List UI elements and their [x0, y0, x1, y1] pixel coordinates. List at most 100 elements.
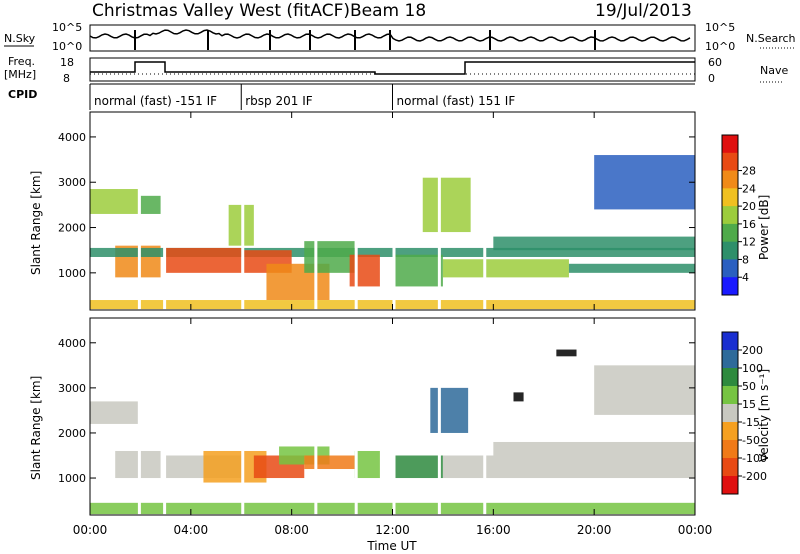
y-tick-label: 1000: [58, 267, 86, 280]
x-tick-label: 20:00: [577, 523, 612, 537]
power-ylabel: Slant Range [km]: [29, 171, 43, 275]
colorbar-swatch: [722, 404, 738, 423]
date-title: 19/Jul/2013: [595, 1, 692, 21]
colorbar-tick-label: -50: [742, 434, 760, 447]
colorbar-swatch: [722, 223, 738, 243]
beam-title: Beam 18: [350, 1, 426, 21]
cpid-segment-label: normal (fast) -151 IF: [94, 94, 217, 108]
heatmap-region: [304, 241, 355, 273]
heatmap-region: [594, 155, 695, 210]
freq-label: Freq.: [8, 55, 35, 68]
colorbar-swatch: [722, 277, 738, 296]
colorbar-frame: [721, 331, 739, 495]
heatmap-region: [493, 236, 695, 251]
heatmap-region: [392, 254, 443, 287]
heatmap-region: [594, 365, 695, 415]
freq-panel-frame: [89, 57, 696, 82]
colorbar-swatch: [722, 368, 738, 387]
data-gap: [137, 318, 141, 515]
data-gap: [354, 318, 358, 515]
colorbar-tick-label: 200: [742, 344, 763, 357]
data-gap: [483, 318, 487, 515]
x-tick-label: 00:00: [73, 523, 108, 537]
data-gap: [437, 112, 441, 310]
colorbar-tick-label: -15: [742, 416, 760, 429]
heatmap-region: [493, 441, 695, 456]
colorbar-swatch: [722, 386, 738, 405]
time-axis-ticks: 00:00 04:00 08:00 12:00 16:00 20:00 00:00: [73, 112, 713, 537]
velocity-yticks: 1000 2000 3000 4000: [58, 337, 695, 485]
data-gap: [354, 112, 358, 310]
data-gap: [314, 112, 318, 310]
heatmap-region: [349, 254, 380, 287]
colorbar-swatch: [722, 241, 738, 260]
nsearch-tick-top: 10^5: [705, 21, 735, 34]
data-gap: [163, 112, 167, 310]
colorbar-tick-label: 4: [742, 271, 749, 284]
colorbar-tick-label: 20: [742, 200, 756, 213]
cpid-label: CPID: [8, 88, 37, 101]
colorbar-tick-label: 100: [742, 362, 763, 375]
colorbar-swatch: [722, 332, 738, 351]
x-tick-label: 08:00: [274, 523, 309, 537]
freq-unit-label: [MHz]: [4, 68, 36, 81]
colorbar-tick-label: 50: [742, 380, 756, 393]
data-gap: [392, 318, 396, 515]
heatmap-region: [430, 387, 469, 433]
y-tick-label: 1000: [58, 472, 86, 485]
colorbar-tick-label: 28: [742, 165, 756, 178]
x-tick-label: 16:00: [476, 523, 511, 537]
colorbar-frame: [721, 134, 739, 296]
data-gap: [163, 318, 167, 515]
y-tick-label: 2000: [58, 222, 86, 235]
nave-tick-top: 60: [708, 56, 722, 69]
freq-line: [90, 61, 695, 75]
velocity-ylabel: Slant Range [km]: [29, 376, 43, 480]
colorbar-swatch: [722, 440, 738, 459]
velocity-colorbar-label: Velocity [m s⁻¹]: [757, 369, 771, 462]
nsky-tick-bottom: 10^0: [52, 40, 82, 53]
colorbar-swatch: [722, 135, 738, 154]
colorbar-tick-label: 15: [742, 398, 756, 411]
heatmap-region: [354, 450, 380, 479]
power-yticks: 1000 2000 3000 4000: [58, 131, 695, 280]
colorbar-swatch: [722, 170, 738, 189]
data-gap: [392, 112, 396, 310]
y-tick-label: 3000: [58, 176, 86, 189]
cpid-segment-label: normal (fast) 151 IF: [397, 94, 516, 108]
data-gap: [314, 318, 318, 515]
freq-tick-bottom: 8: [63, 72, 70, 85]
x-tick-label: 12:00: [375, 523, 410, 537]
x-tick-label: 00:00: [678, 523, 713, 537]
heatmap-region: [422, 177, 471, 233]
nsearch-tick-bottom: 10^0: [705, 40, 735, 53]
heatmap-region: [140, 195, 161, 214]
data-gap: [437, 318, 441, 515]
cpid-bars: normal (fast) -151 IF rbsp 201 IF normal (…: [89, 83, 695, 110]
heatmap-region: [568, 263, 695, 273]
heatmap-region: [165, 247, 242, 273]
data-gap: [483, 112, 487, 310]
colorbar-swatch: [722, 476, 738, 495]
heatmap-region: [90, 189, 138, 214]
data-gap: [137, 112, 141, 310]
freq-trace: [90, 61, 695, 75]
nsearch-label: N.Search: [746, 32, 796, 45]
colorbar-tick-label: -100: [742, 452, 767, 465]
velocity-heatmap: [90, 318, 695, 515]
freq-tick-top: 18: [60, 56, 74, 69]
colorbar-tick-label: 16: [742, 218, 756, 231]
power-colorbar: 4 8 12 16 20 24 28: [721, 134, 756, 296]
colorbar-swatch: [722, 458, 738, 477]
heatmap-region: [513, 392, 524, 402]
nsky-tick-top: 10^5: [52, 21, 82, 34]
power-colorbar-label: Power [dB]: [757, 195, 771, 260]
heatmap-region: [442, 455, 695, 479]
power-heatmap: [90, 112, 695, 310]
time-axis-label: Time UT: [366, 539, 417, 553]
colorbar-swatch: [722, 206, 738, 225]
velocity-colorbar: 200 100 50 15 -15 -50 -100 -200: [721, 331, 767, 495]
colorbar-tick-label: -200: [742, 470, 767, 483]
y-tick-label: 2000: [58, 427, 86, 440]
